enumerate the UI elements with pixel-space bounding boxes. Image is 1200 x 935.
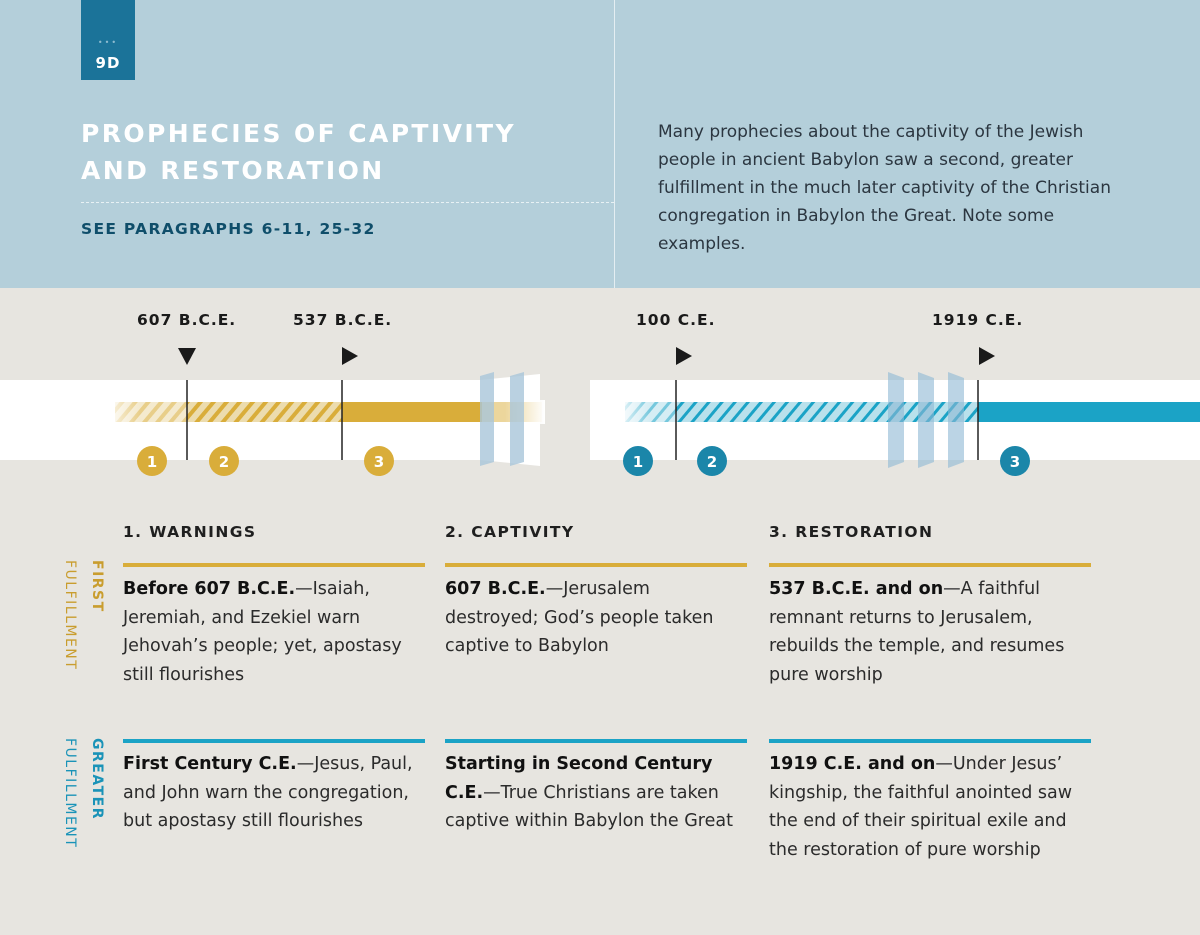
gold-rule [769,563,1091,567]
cell-greater-restoration: 1919 C.E. and on—Under Jesus’ kingship, … [769,754,1073,860]
column-heading: 1. WARNINGS [123,523,257,541]
gold-rule [445,563,747,567]
column-heading: 3. RESTORATION [769,523,934,541]
section-badge: ••• 9D [81,0,135,80]
cell-greater-captivity: Starting in Second Century C.E.—True Chr… [445,754,733,831]
timeline-break [918,372,934,468]
blue-rule [445,739,747,743]
marker-number: 1 [147,453,157,471]
marker-number: 3 [374,453,384,471]
date-lines [186,380,979,460]
row-label: FULFILLMENT [62,738,78,849]
badge-label: 9D [95,54,121,72]
marker-number: 2 [219,453,229,471]
dots-icon: ••• [97,38,119,47]
page-title: PROPHECIES OF CAPTIVITY AND RESTORATION [81,115,601,189]
dashed-divider [81,202,614,203]
header: ••• 9D PROPHECIES OF CAPTIVITY AND RESTO… [0,0,1200,288]
blue-rule [769,739,1091,743]
cell-greater-warnings: First Century C.E.—Jesus, Paul, and John… [123,754,413,831]
date-label: 100 C.E. [636,311,716,329]
row-label-first: FIRST FULFILLMENT [56,560,110,670]
row-label-bold: FIRST [89,560,105,613]
divider [614,0,615,288]
timeline-break [510,372,524,466]
timeline-break [888,372,904,468]
first-captivity-bar [187,402,342,422]
timeline: 1 2 3 1 2 3 [0,347,1200,476]
date-label: 607 B.C.E. [137,311,237,329]
first-restoration-bar [342,402,482,422]
row-label-greater: GREATER FULFILLMENT [56,738,110,848]
marker-number: 1 [633,453,643,471]
gold-rule [123,563,425,567]
date-label: 1919 C.E. [932,311,1024,329]
blue-rule [123,739,425,743]
arrow-right-icon [676,347,692,365]
title-line: AND RESTORATION [81,156,385,185]
arrow-down-icon [178,348,196,365]
arrow-right-icon [979,347,995,365]
title-line: PROPHECIES OF CAPTIVITY [81,119,516,148]
timeline-break [480,372,494,466]
cell-first-restoration: 537 B.C.E. and on—A faithful remnant ret… [769,579,1065,685]
intro-text: Many prophecies about the captivity of t… [658,122,1111,254]
marker-number: 3 [1010,453,1020,471]
marker-number: 2 [707,453,717,471]
column-heading: 2. CAPTIVITY [445,523,575,541]
subtitle: SEE PARAGRAPHS 6-11, 25-32 [81,220,376,238]
cell-first-captivity: 607 B.C.E.—Jerusalem destroyed; God’s pe… [445,579,714,656]
marker-circles [137,446,1030,476]
cell-first-warnings: Before 607 B.C.E.—Isaiah, Jeremiah, and … [123,579,402,685]
arrow-right-icon [342,347,358,365]
row-label: FULFILLMENT [62,560,78,671]
date-label: 537 B.C.E. [293,311,393,329]
row-label-bold: GREATER [89,738,105,820]
timeline-break [948,372,964,468]
greater-restoration-bar [978,402,1200,422]
